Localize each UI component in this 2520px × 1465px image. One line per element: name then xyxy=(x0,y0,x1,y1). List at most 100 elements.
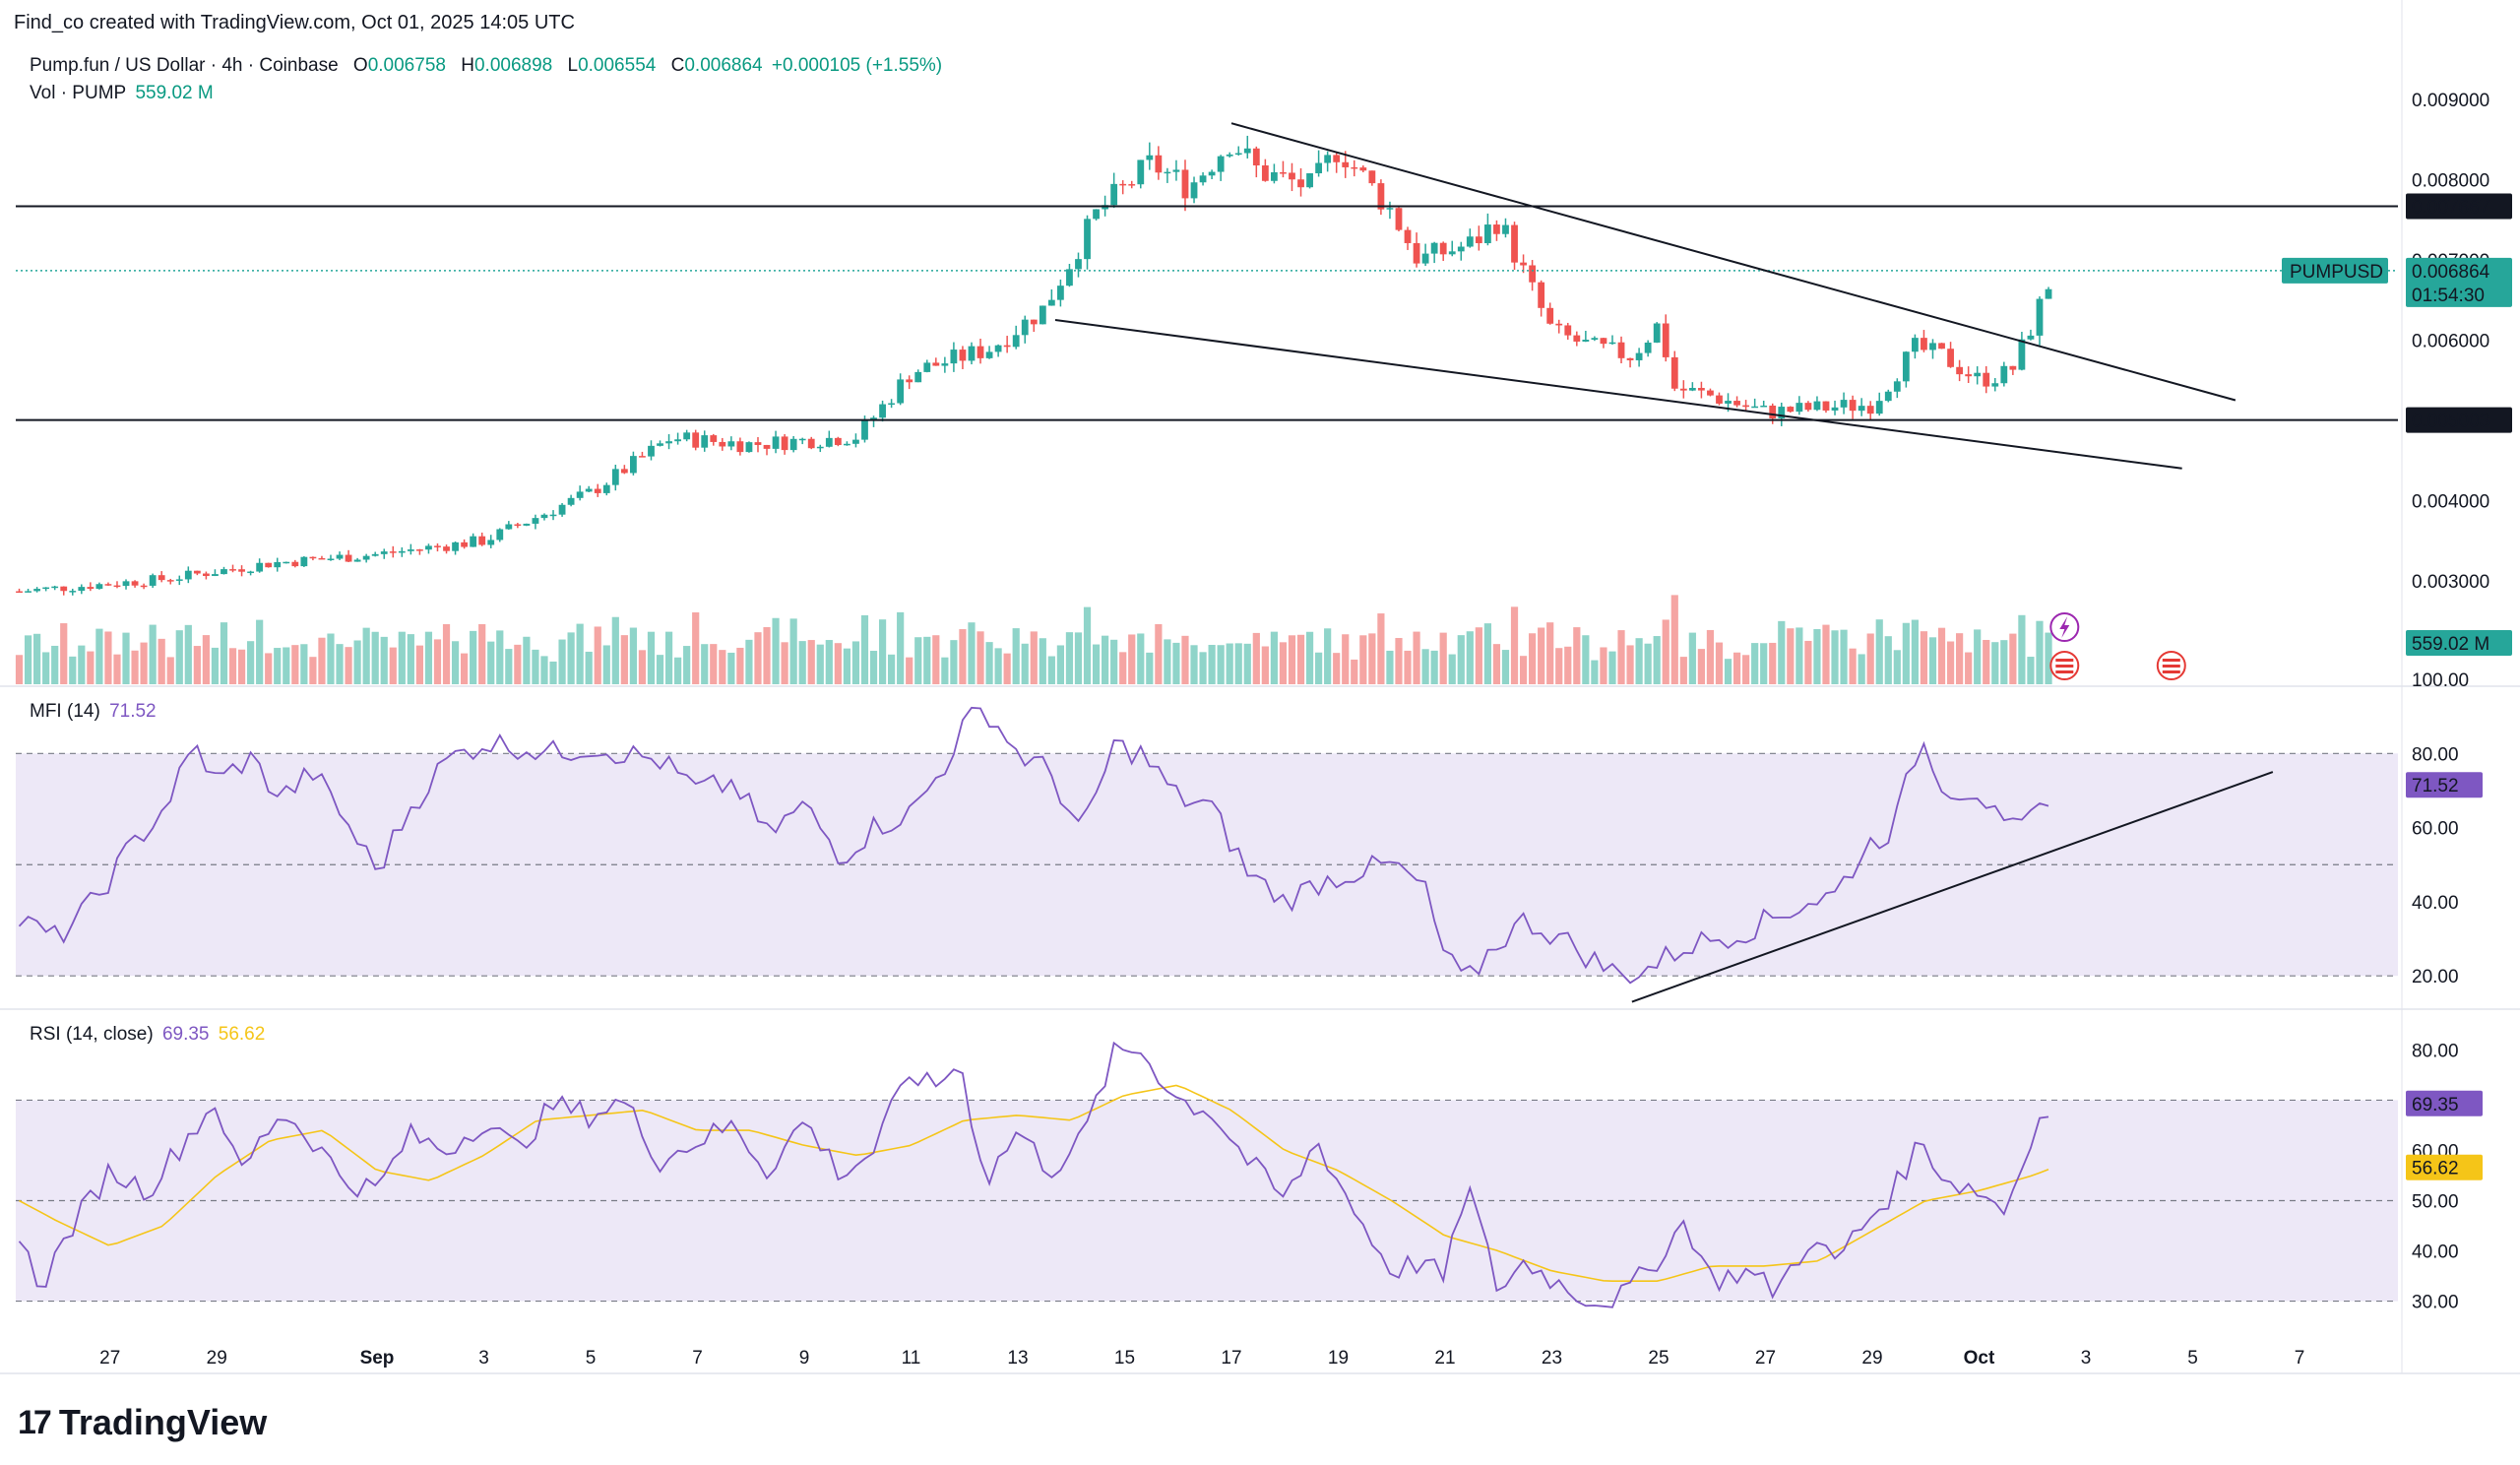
volume-bar xyxy=(727,652,735,684)
candle-body xyxy=(1084,219,1091,260)
candle-body xyxy=(318,557,326,560)
volume-bar xyxy=(1483,623,1491,684)
candle-body xyxy=(994,345,1002,352)
volume-bar xyxy=(1333,653,1341,684)
candle-body xyxy=(25,591,32,593)
volume-bar xyxy=(1697,649,1705,684)
last-price-badge: 0.006864 xyxy=(2412,262,2490,283)
tradingview-logo: 17 TradingView xyxy=(18,1402,267,1443)
candle-body xyxy=(1956,366,1964,375)
candle-body xyxy=(1769,405,1777,418)
candle-body xyxy=(336,554,344,559)
volume-bar xyxy=(1146,652,1154,684)
volume-bar xyxy=(487,641,495,684)
volume-bar xyxy=(825,640,833,684)
volume-bar xyxy=(1778,620,1786,684)
candle-body xyxy=(505,524,513,530)
candle-body xyxy=(976,346,984,358)
candle-body xyxy=(1137,159,1145,185)
symbol-tag: PUMPUSD xyxy=(2290,262,2383,283)
candle-body xyxy=(844,443,850,446)
volume-bar xyxy=(2045,632,2052,684)
volume-bar xyxy=(1813,628,1821,684)
volume-bar xyxy=(558,639,566,684)
volume-bar xyxy=(362,627,370,684)
volume-bar xyxy=(1377,613,1385,684)
volume-bar xyxy=(602,645,610,684)
open-value: 0.006758 xyxy=(367,55,446,76)
candle-body xyxy=(1439,242,1447,255)
candle-body xyxy=(1030,319,1038,325)
candle-body xyxy=(540,514,548,519)
volume-bar xyxy=(523,636,531,684)
candle-body xyxy=(416,549,423,551)
volume-bar xyxy=(1893,650,1901,684)
candle-body xyxy=(914,371,922,383)
candle-body xyxy=(630,456,637,474)
candle-body xyxy=(1457,246,1465,252)
candle-body xyxy=(692,432,700,448)
volume-bar xyxy=(1128,634,1136,684)
candle-body xyxy=(532,518,539,524)
volume-bar xyxy=(1217,645,1225,684)
volume-bar xyxy=(1083,606,1092,684)
volume-bar xyxy=(781,642,788,684)
candle-body xyxy=(478,536,486,545)
volume-bar xyxy=(24,635,32,684)
volume-bar xyxy=(1386,650,1394,684)
candle-body xyxy=(1938,343,1945,350)
us-flag-stripe-icon xyxy=(2162,670,2180,673)
candle-body xyxy=(665,441,672,444)
volume-legend: Vol · PUMP 559.02 M xyxy=(30,83,218,104)
volume-bar xyxy=(869,651,878,684)
candle-body xyxy=(959,350,967,361)
candle-body xyxy=(657,443,663,446)
volume-bar xyxy=(1884,636,1892,684)
volume-bar xyxy=(1635,638,1643,684)
candle-body xyxy=(1351,166,1358,169)
candle-body xyxy=(781,436,788,451)
volume-bar xyxy=(1074,632,1083,684)
volume-bar xyxy=(451,641,460,684)
time-axis-tick: 27 xyxy=(99,1348,120,1369)
volume-bar xyxy=(95,628,103,684)
candle-body xyxy=(2000,365,2008,384)
indicator-axis-tick: 80.00 xyxy=(2412,744,2459,765)
volume-bar xyxy=(1021,643,1029,684)
candle-body xyxy=(113,585,121,588)
volume-bar xyxy=(461,653,469,684)
candle-body xyxy=(131,581,139,586)
candle-body xyxy=(238,569,245,572)
candle-body xyxy=(158,575,165,581)
volume-bar xyxy=(514,644,522,684)
indicator-axis-tick: 60.00 xyxy=(2412,819,2459,840)
candle-body xyxy=(1261,165,1269,181)
volume-bar xyxy=(1305,631,1314,684)
candle-body xyxy=(1226,154,1233,157)
volume-badge: 559.02 M xyxy=(2412,634,2489,655)
price-axis-tick: 0.004000 xyxy=(2412,491,2489,512)
volume-bar xyxy=(807,640,815,684)
candle-body xyxy=(398,550,406,553)
volume-bar xyxy=(1591,660,1599,684)
time-axis-tick: 9 xyxy=(799,1348,810,1369)
change-value: +0.000105 (+1.55%) xyxy=(771,55,943,76)
candle-body xyxy=(1155,155,1163,173)
candle-body xyxy=(1093,209,1100,220)
chart-canvas[interactable]: 0.0090000.0080000.0070000.0060000.005000… xyxy=(0,0,2520,1378)
candle-body xyxy=(1466,236,1474,247)
close-label: C xyxy=(670,55,685,76)
volume-bar xyxy=(834,643,842,684)
volume-bar xyxy=(1911,619,1919,684)
candle-body xyxy=(1057,286,1064,300)
candle-body xyxy=(1413,242,1420,264)
candle-body xyxy=(1110,183,1118,206)
candle-body xyxy=(736,441,744,453)
candle-body xyxy=(203,573,210,577)
volume-bar xyxy=(149,624,157,684)
volume-bar xyxy=(336,644,344,684)
volume-bar xyxy=(353,640,361,684)
volume-bar xyxy=(1252,632,1260,684)
volume-bar xyxy=(745,639,753,684)
candle-body xyxy=(1208,171,1216,176)
